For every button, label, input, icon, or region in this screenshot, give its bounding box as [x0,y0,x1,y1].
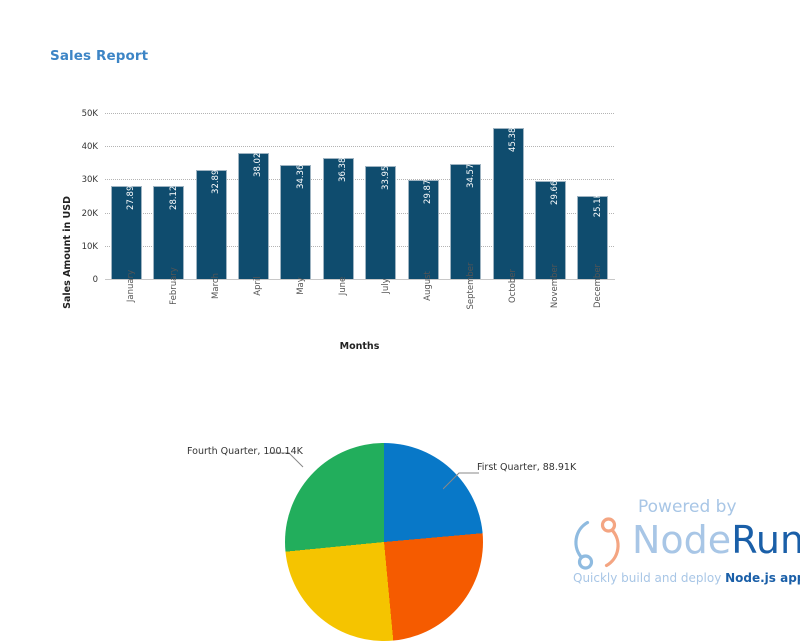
bar-chart-x-tick-label: August [423,271,434,301]
bar-chart-value-label: 34.36K [295,158,306,189]
bar-chart-gridline: 20K [82,209,614,219]
bar-chart-bar-slot: 29.66K [529,113,571,279]
bar-chart-bar[interactable]: 34.57K [450,158,482,279]
bar-chart-y-tick-label: 0 [92,275,98,285]
bar-chart-value-label: 45.38K [508,122,518,153]
bar-chart-x-tick-label: April [253,276,264,296]
bar-chart-bar-slot: 45.38K [487,113,529,279]
bar-chart-bar-slot: 29.87K [402,113,444,279]
bar-chart-bar-slot: 36.38K [317,113,359,279]
bar-chart-bar-slot: 32.89K [190,113,232,279]
bar-chart-bar[interactable]: 28.12K [153,180,185,279]
bar-chart-bar[interactable]: 29.87K [407,174,439,279]
bar-chart-x-tick-slot: July [360,278,402,344]
bar-chart-x-tick-slot: December [572,264,614,344]
bar-chart: Sales Amount in USD 0 10K 20K 30K 40K 50K 27.… [0,95,700,375]
bar-chart-value-label: 28.12K [168,179,179,210]
bar-chart-x-tick-label: September [465,262,476,310]
bar-chart-y-tick-label: 10K [81,241,98,252]
bar-chart-bar-slot: 28.12K [147,113,189,279]
bar-chart-value-label: 27.89K [126,180,137,211]
bar-chart-x-tick-label: December [592,263,603,309]
pie-callout-leader-q4 [269,452,304,468]
bar-chart-x-tick-label: June [338,276,349,296]
bar-chart-x-tick-label: July [380,278,391,294]
bar-chart-value-label: 25.1K [592,192,603,217]
noderun-wordmark-run: Run [731,518,800,562]
bar-chart-value-label: 33.95K [380,160,391,191]
bar-chart-value-label: 34.57K [465,158,476,189]
bar-chart-bar-slot: 34.36K [275,113,317,279]
bar-chart-x-tick-label: January [126,269,137,303]
bar-chart-x-tick-slot: April [232,276,274,344]
bar-chart-value-label: 29.66K [550,174,561,205]
bar-chart-bar-slot: 33.95K [360,113,402,279]
bar-chart-bar[interactable]: 36.38K [322,152,354,279]
bar-chart-x-tick-slot: September [444,263,486,344]
bar-chart-x-tick-slot: February [147,267,189,344]
noderun-wordmark: NodeRun [632,517,800,563]
pie-chart: Fourth Quarter, 100.14K First Quarter, 8… [187,443,576,643]
bar-chart-bar-slot: 38.02K [232,113,274,279]
bar-chart-bar-slot: 27.89K [105,113,147,279]
noderun-branding: Powered by NodeRun Quickly build and dep… [566,497,800,597]
bar-chart-x-axis-title: Months [339,341,380,352]
bar-chart-bar[interactable]: 34.36K [280,159,312,279]
bar-chart-bar[interactable]: 25.1K [577,192,609,279]
bar-chart-gridline: 10K [82,242,614,252]
bar-chart-value-label: 32.89K [211,163,222,194]
bar-chart-bar[interactable]: 45.38K [492,122,524,279]
bar-chart-x-tick-slot: March [190,273,232,344]
bar-chart-y-tick-label: 20K [81,208,98,219]
bar-chart-gridline: 40K [82,142,614,152]
pie-callout-leader-q1 [443,472,479,490]
bar-chart-x-tick-slot: November [529,264,571,344]
bar-chart-x-tick-slot: October [487,269,529,344]
bar-chart-x-tick-slot: August [402,271,444,344]
bar-chart-x-tick-slot: January [105,270,147,344]
bar-chart-x-tick-label: November [550,263,561,309]
bar-chart-x-tick-label: October [508,268,518,304]
pie-callout-fourth-quarter: Fourth Quarter, 100.14K [187,446,303,457]
bar-chart-gridline: 30K [82,175,614,185]
bar-chart-y-tick-label: 50K [81,109,98,119]
bar-chart-x-tick-labels: January February March April May June July Augu… [105,263,614,344]
noderun-logo-icon [574,517,620,570]
bar-chart-gridline: 50K [82,109,614,119]
noderun-tagline-strong: Node.js apps [725,571,800,585]
bar-chart-bar[interactable]: 38.02K [237,147,269,279]
bar-chart-y-tick-label: 40K [81,142,98,153]
noderun-tagline-prefix: Quickly build and deploy [573,571,726,585]
bar-chart-x-axis-line [105,279,615,280]
bar-chart-bar[interactable]: 29.66K [534,175,566,279]
powered-by-label: Powered by [638,497,737,517]
bar-chart-x-tick-slot: June [317,277,359,344]
bar-chart-bar-slot: 34.57K [444,113,486,279]
bar-chart-x-tick-label: March [211,273,222,299]
noderun-wordmark-node: Node [632,518,732,562]
bar-chart-y-axis-title: Sales Amount in USD [62,196,73,309]
bar-chart-value-label: 38.02K [253,146,264,177]
bar-chart-value-label: 29.87K [423,173,434,204]
noderun-tagline: Quickly build and deploy Node.js apps [573,571,800,585]
bar-chart-x-tick-label: May [295,277,306,295]
bar-chart-x-tick-slot: May [275,277,317,344]
bar-chart-series: 27.89K 28.12K 32.89K 38.02K 34.36K 36.38K 33.9… [105,113,614,279]
bar-chart-value-label: 36.38K [338,152,349,183]
bar-chart-bar-slot: 25.1K [572,113,614,279]
pie-callout-first-quarter: First Quarter, 88.91K [477,462,577,473]
bar-chart-bar[interactable]: 27.89K [110,180,142,279]
bar-chart-x-tick-label: February [168,267,179,305]
bar-chart-bar[interactable]: 33.95K [365,160,397,279]
bar-chart-y-tick-label: 30K [81,175,98,186]
bar-chart-bar[interactable]: 32.89K [195,164,227,279]
page-title: Sales Report [50,48,149,64]
